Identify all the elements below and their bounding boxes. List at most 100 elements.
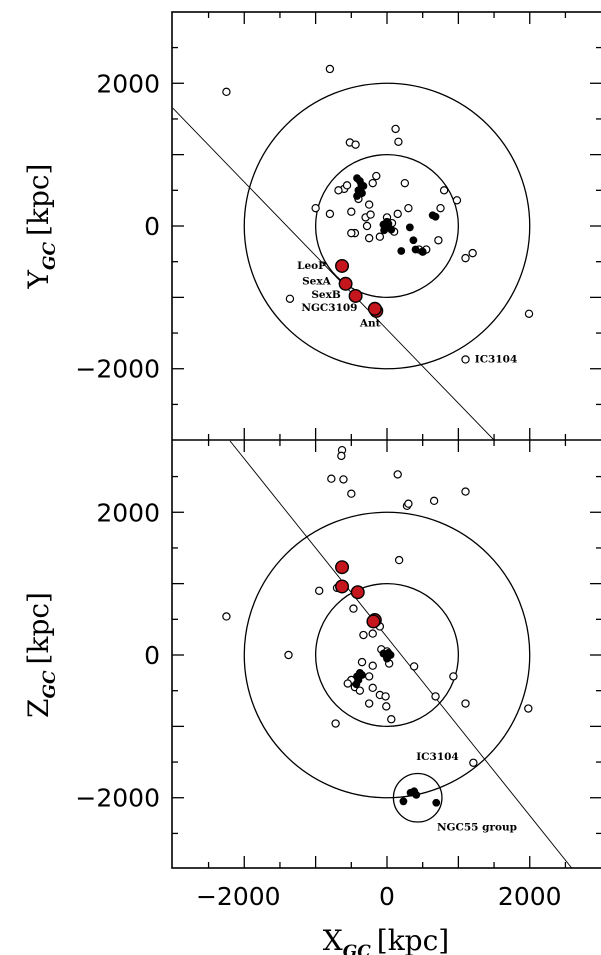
axis-ticks xyxy=(172,12,601,868)
open-point xyxy=(366,210,375,219)
filled-point xyxy=(358,671,366,679)
open-point xyxy=(337,451,346,461)
open-point xyxy=(391,124,400,134)
open-point xyxy=(359,630,368,640)
red-point xyxy=(350,585,365,600)
open-point xyxy=(393,470,402,479)
filled-point xyxy=(399,797,408,806)
open-point xyxy=(334,186,343,195)
open-point xyxy=(364,699,374,708)
filled-point xyxy=(409,236,418,245)
open-point xyxy=(355,686,365,695)
open-point xyxy=(347,489,356,498)
open-point xyxy=(311,203,320,213)
open-point xyxy=(342,181,352,190)
red-point xyxy=(335,579,350,594)
x-axis-label-main: X xyxy=(323,924,343,955)
open-point xyxy=(387,715,396,724)
galaxy-label: Ant xyxy=(359,318,381,330)
galaxy-label: IC3104 xyxy=(475,353,518,365)
open-point xyxy=(351,140,360,149)
open-point xyxy=(431,692,440,701)
open-point xyxy=(362,221,372,231)
galaxy-label: NGC55 group xyxy=(437,822,517,834)
open-point xyxy=(339,475,348,484)
open-point xyxy=(469,758,478,767)
red-point xyxy=(338,276,353,291)
filled-point xyxy=(397,247,406,255)
x-axis-label: XGC [kpc] xyxy=(323,924,449,955)
top-y-axis-label-main: Y xyxy=(22,269,55,289)
y-tick-label: −2000 xyxy=(75,355,160,384)
galaxy-label: SexB xyxy=(311,289,341,301)
open-point xyxy=(222,87,231,97)
filled-point xyxy=(428,211,437,220)
plane-line xyxy=(172,107,495,440)
x-axis-label-sub: GC xyxy=(343,942,372,955)
red-point xyxy=(348,288,363,303)
open-point xyxy=(368,178,377,188)
boundary-circle xyxy=(243,511,531,799)
open-point xyxy=(325,209,335,219)
open-point xyxy=(461,253,470,263)
top-y-axis-label-unit: [kpc] xyxy=(22,164,55,236)
open-point xyxy=(404,499,413,508)
galaxy-label: NGC3109 xyxy=(301,302,357,314)
tick-labels: 2000 0 −2000 2000 0 −2000 −2000 0 2000 xyxy=(75,69,561,911)
open-point xyxy=(364,672,374,681)
x-axis-label-unit: [kpc] xyxy=(377,924,449,955)
filled-point xyxy=(405,223,414,232)
x-tick-label: 2000 xyxy=(498,882,562,911)
bottom-y-axis-label: ZGC [kpc] xyxy=(22,592,60,718)
y-tick-label: 2000 xyxy=(96,498,160,527)
top-y-axis-label-sub: GC xyxy=(40,241,60,270)
open-point xyxy=(325,64,335,74)
top-y-axis-label: YGC [kpc] xyxy=(22,164,60,290)
x-tick-label: 0 xyxy=(379,882,395,911)
open-point xyxy=(343,679,352,688)
boundary-circle xyxy=(314,582,460,728)
filled-point xyxy=(412,790,421,799)
y-tick-label: 0 xyxy=(144,641,160,670)
open-point xyxy=(394,555,404,565)
plane-line xyxy=(229,440,573,868)
filled-point xyxy=(381,222,390,231)
open-point xyxy=(375,232,385,241)
open-point xyxy=(409,662,419,671)
filled-point xyxy=(432,798,441,807)
filled-point xyxy=(418,247,427,256)
filled-point xyxy=(411,245,420,254)
open-point xyxy=(400,178,410,188)
filled-point xyxy=(352,680,361,689)
open-point xyxy=(347,207,356,216)
bottom-y-axis-label-sub: GC xyxy=(40,670,60,699)
red-point xyxy=(335,258,350,273)
galaxy-label: LeoP xyxy=(297,260,326,272)
open-point xyxy=(284,650,293,660)
open-point xyxy=(314,586,324,595)
open-point xyxy=(331,719,340,728)
open-point xyxy=(381,692,390,701)
boundary-circle xyxy=(243,82,531,370)
bottom-panel-annotations: IC3104 NGC55 group xyxy=(416,751,517,834)
filled-point xyxy=(386,651,395,659)
open-point xyxy=(393,209,402,219)
open-point xyxy=(468,248,477,258)
bottom-y-axis-label-unit: [kpc] xyxy=(22,592,55,664)
red-point xyxy=(335,560,350,575)
open-point xyxy=(524,704,533,713)
open-point xyxy=(357,657,367,667)
open-point xyxy=(461,487,470,496)
open-point xyxy=(449,672,458,681)
open-point xyxy=(404,203,413,213)
open-point xyxy=(394,137,403,146)
boundary-circle xyxy=(314,153,460,299)
boundary-circle xyxy=(392,772,443,823)
open-point xyxy=(461,355,470,364)
open-point xyxy=(524,309,534,318)
open-point xyxy=(372,171,381,181)
top-panel-plot-area xyxy=(172,64,534,440)
y-tick-label: 0 xyxy=(144,212,160,241)
